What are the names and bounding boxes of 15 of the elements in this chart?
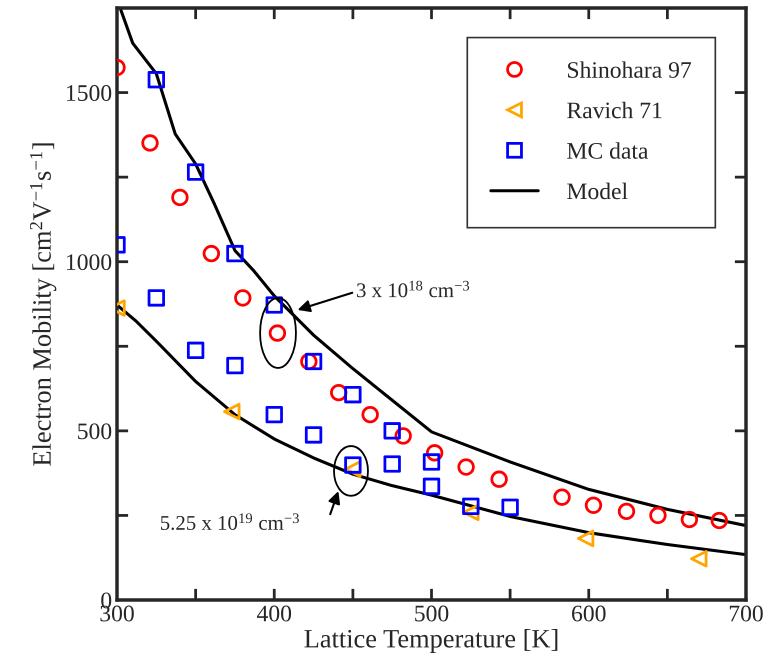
legend-label: Ravich 71: [567, 102, 662, 118]
x-tick-label: 700: [730, 606, 763, 622]
x-tick-label: 400: [257, 606, 292, 622]
legend-label: Shinohara 97: [568, 61, 692, 78]
legend-label: Model: [567, 182, 628, 200]
legend-label: MC data: [567, 142, 648, 159]
y-tick-label: 500: [78, 423, 112, 440]
x-tick-label: 500: [415, 606, 448, 622]
x-axis-title: Lattice Temperature [K]: [304, 629, 558, 653]
x-tick-label: 600: [572, 606, 606, 622]
y-axis-title: Electron Mobility [cm$^{2}$V$^{−1}$s$^{−1}$]: [30, 143, 56, 466]
annotation: 5.25 x 10$^{19}$ cm$^{−3}$: [160, 513, 299, 530]
annotation: 3 x 10$^{18}$ cm$^{−3}$: [357, 280, 470, 298]
y-tick-label: 1000: [66, 254, 112, 270]
y-tick-label: 1500: [66, 85, 112, 101]
